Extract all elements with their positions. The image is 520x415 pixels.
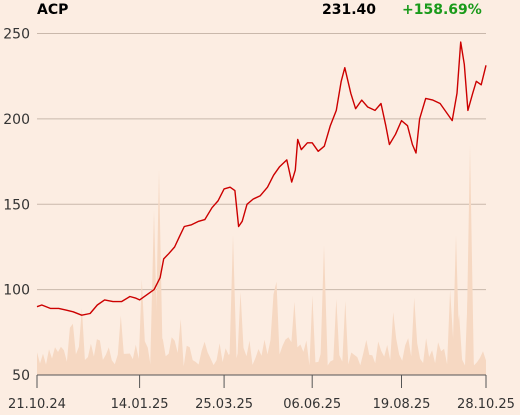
x-tick-label: 06.06.25 xyxy=(283,397,341,412)
x-tick-label: 25.03.25 xyxy=(195,397,253,412)
x-tick-label: 19.08.25 xyxy=(373,397,431,412)
y-tick-label: 150 xyxy=(3,197,30,213)
volume-spike xyxy=(229,235,237,375)
volume-spike xyxy=(155,170,163,375)
x-tick-label: 21.10.24 xyxy=(8,397,66,412)
price-series xyxy=(36,41,487,316)
last-price: 231.40 xyxy=(322,2,377,18)
x-tick-label: 28.10.25 xyxy=(457,397,515,412)
volume-spike xyxy=(452,235,460,375)
price-line xyxy=(36,41,487,316)
volume-spike xyxy=(320,245,328,375)
y-tick-label: 250 xyxy=(3,27,30,43)
y-tick-label: 200 xyxy=(3,112,30,128)
volume-area-shape xyxy=(37,279,486,375)
y-tick-label: 50 xyxy=(12,368,30,384)
grid-lines xyxy=(37,33,486,291)
ticker-symbol: ACP xyxy=(37,2,69,18)
x-axis: 21.10.24 14.01.25 25.03.25 06.06.25 19.08.25… xyxy=(8,374,515,412)
y-axis: 50 100 150 200 250 xyxy=(3,27,30,384)
volume-area xyxy=(37,145,486,375)
price-change: +158.69% xyxy=(402,2,482,18)
y-tick-label: 100 xyxy=(3,283,30,299)
x-tick-label: 14.01.25 xyxy=(111,397,169,412)
volume-spike xyxy=(466,145,474,375)
